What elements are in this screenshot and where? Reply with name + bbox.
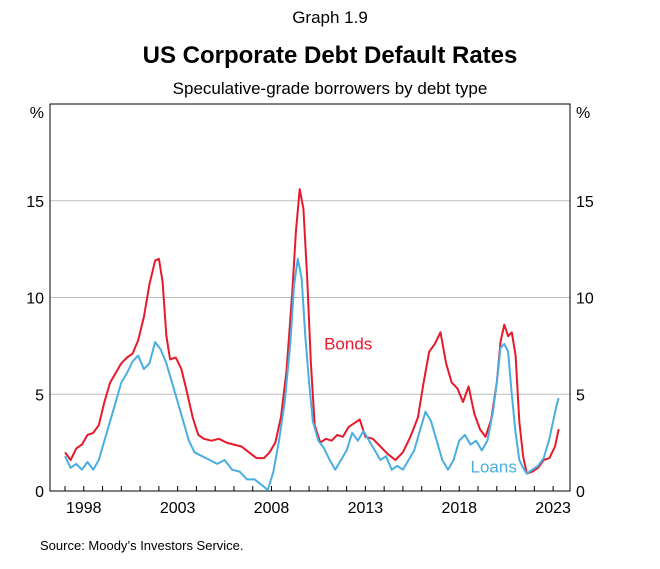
- x-tick-label: 2003: [160, 500, 196, 517]
- y-tick-label-left: 5: [35, 387, 44, 404]
- y-tick-label-left: 10: [26, 291, 44, 308]
- series-label-bonds: Bonds: [324, 335, 372, 354]
- graph-number: Graph 1.9: [292, 8, 368, 27]
- series-line-bonds: [64, 188, 560, 475]
- plot-frame: [49, 103, 571, 492]
- y-tick-label-left: 15: [26, 194, 44, 211]
- x-tick-label: 2023: [535, 500, 571, 517]
- y-tick-label-right: 0: [576, 484, 585, 501]
- x-tick-label: 2018: [441, 500, 477, 517]
- series-label-loans: Loans: [471, 458, 517, 477]
- series-line-loans: [64, 257, 560, 491]
- chart-title: US Corporate Debt Default Rates: [142, 42, 518, 69]
- x-tick-label: 2008: [254, 500, 290, 517]
- y-tick-label-right: 10: [576, 291, 594, 308]
- y-axis-unit-left: %: [30, 105, 44, 122]
- x-tick-label: 2013: [348, 500, 384, 517]
- y-tick-label-right: 5: [576, 387, 585, 404]
- source-note: Source: Moody’s Investors Service.: [40, 538, 244, 553]
- chart-subtitle: Speculative-grade borrowers by debt type: [172, 79, 488, 98]
- x-tick-label: 1998: [66, 500, 102, 517]
- y-axis-unit-right: %: [576, 105, 590, 122]
- y-tick-label-left: 0: [35, 484, 44, 501]
- y-tick-label-right: 15: [576, 194, 594, 211]
